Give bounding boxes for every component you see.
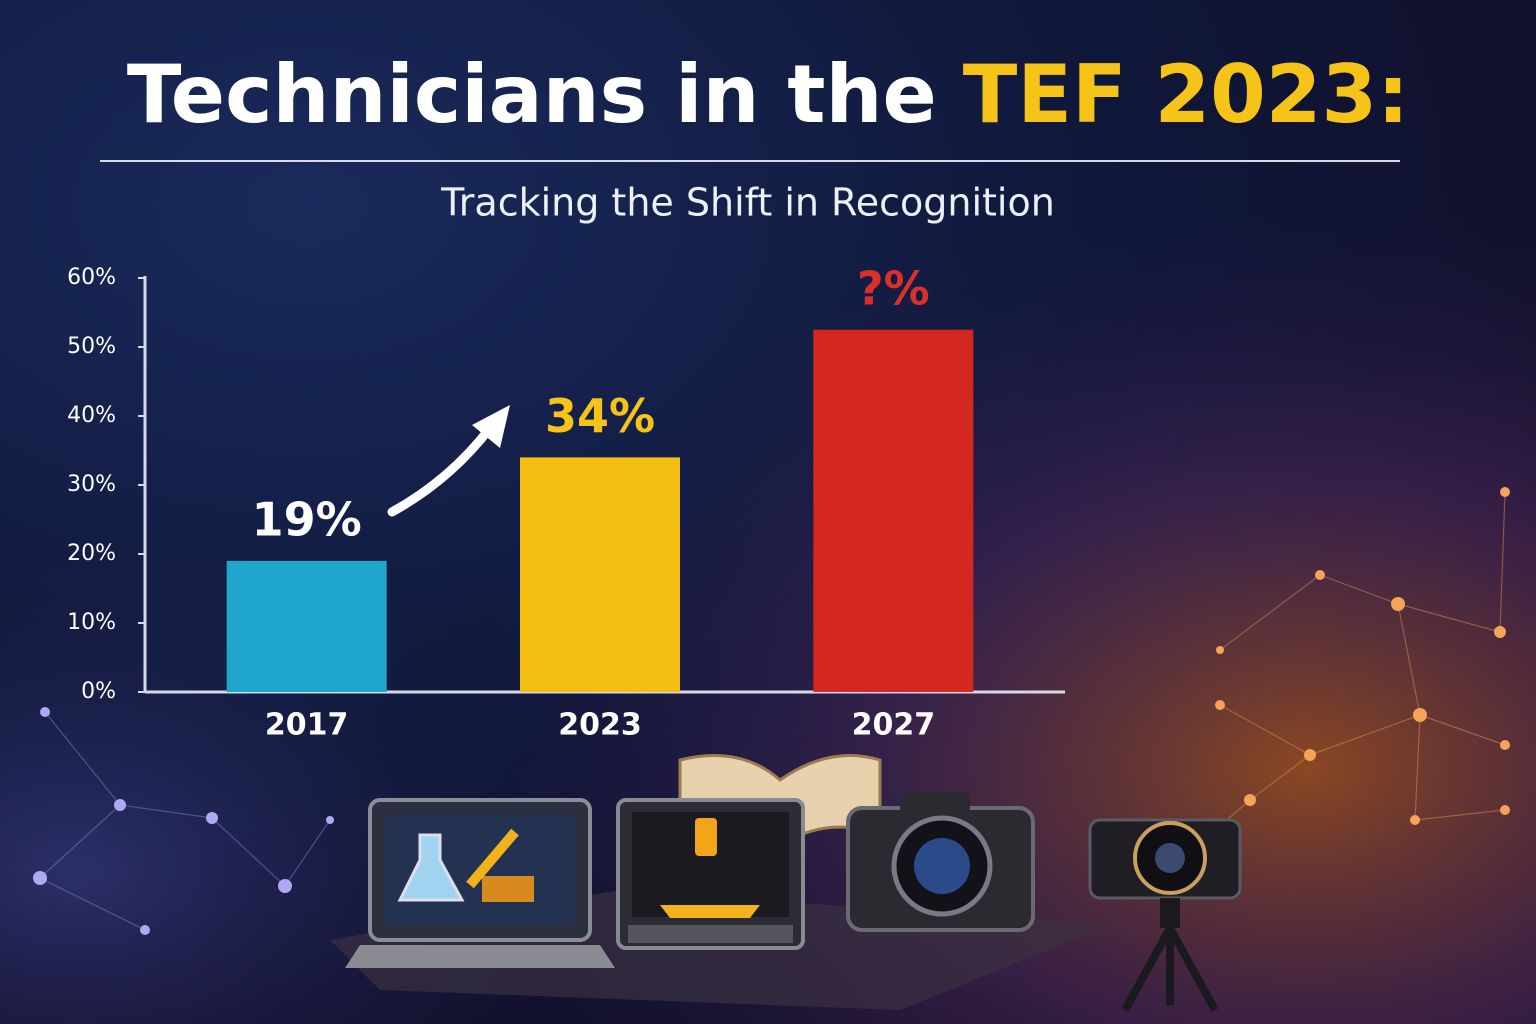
x-tick-label: 2017 xyxy=(265,708,349,743)
y-tick-label: 0% xyxy=(81,679,116,704)
illustration xyxy=(330,754,1242,1012)
y-tick-label: 60% xyxy=(67,265,116,290)
trend-arrow-head xyxy=(472,405,510,448)
plot: 0% 10% 20% 30% 40% 50% 60% 2017 19% 2023 34% 2027?% xyxy=(67,261,974,743)
y-tick-label: 20% xyxy=(67,541,116,566)
title-main: Technicians in the xyxy=(127,48,937,141)
value-label: 34% xyxy=(545,389,655,443)
title-highlight: TEF 2023: xyxy=(963,48,1409,141)
trend-arrow xyxy=(387,423,495,517)
y-tick-label: 30% xyxy=(67,472,116,497)
network-decoration xyxy=(1179,491,1506,861)
bar xyxy=(226,560,387,692)
value-label: ?% xyxy=(857,261,930,315)
y-tick-label: 10% xyxy=(67,610,116,635)
network-decoration xyxy=(39,711,331,931)
bar xyxy=(813,329,974,692)
chart-title: Technicians in the TEF 2023: xyxy=(127,48,1409,141)
chart-subtitle: Tracking the Shift in Recognition xyxy=(440,181,1055,225)
y-tick-label: 50% xyxy=(67,334,116,359)
bar xyxy=(520,457,680,692)
value-label: 19% xyxy=(252,492,362,546)
network-decoration xyxy=(33,707,334,935)
y-tick-label: 40% xyxy=(67,403,116,428)
x-tick-label: 2023 xyxy=(558,708,642,743)
x-tick-label: 2027 xyxy=(852,708,936,743)
